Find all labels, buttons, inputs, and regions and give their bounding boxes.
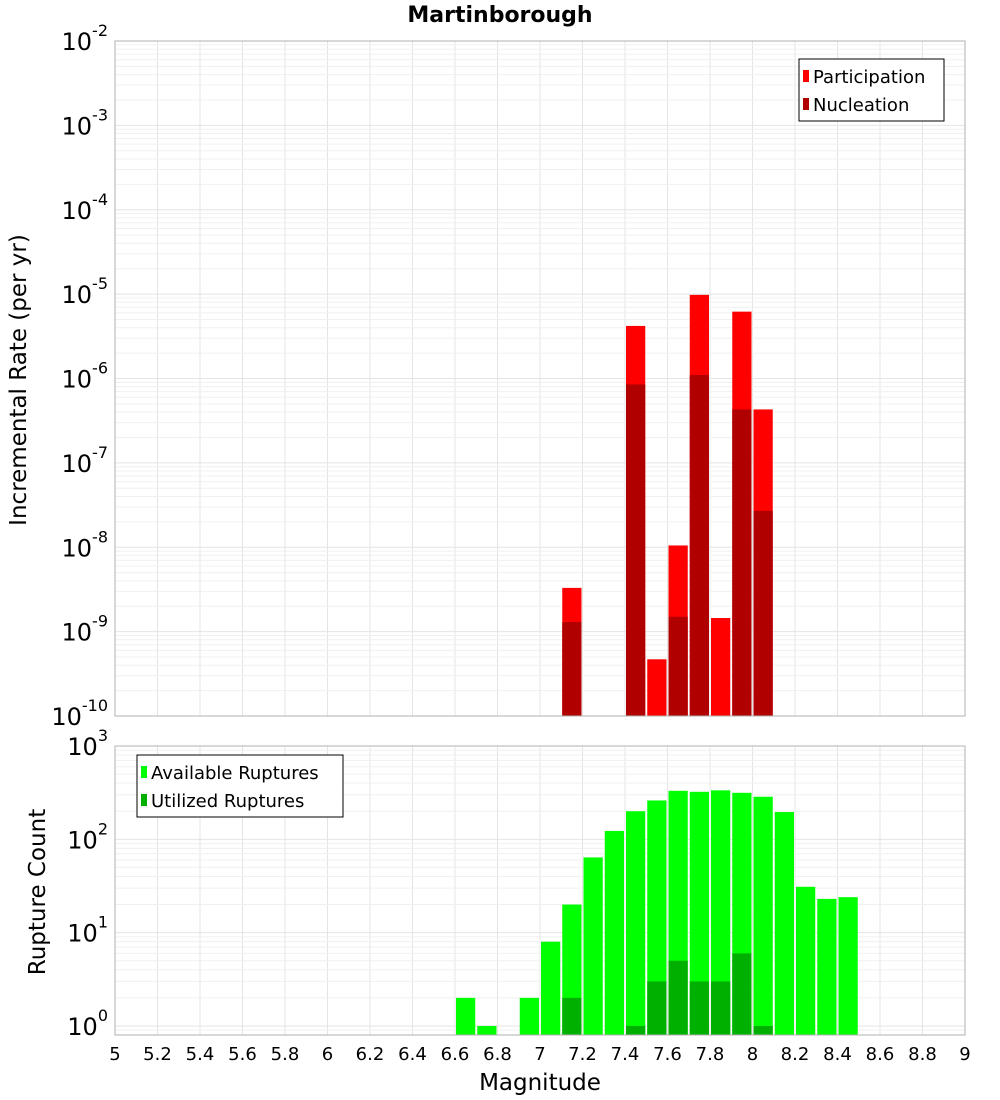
y-tick-label: 103 [67, 726, 108, 761]
bottom-plot-bars [456, 790, 858, 1035]
x-tick-label: 8 [747, 1044, 758, 1065]
legend-entry: Utilized Ruptures [151, 791, 304, 812]
bar-available-ruptures [689, 791, 709, 1035]
x-tick-label: 7.2 [568, 1044, 597, 1065]
x-tick-label: 7.8 [696, 1044, 725, 1065]
bottom-plot-frame [114, 745, 966, 1036]
x-tick-label: 7 [534, 1044, 545, 1065]
bar-utilized-ruptures [732, 953, 752, 1035]
x-tick-label: 8.2 [781, 1044, 810, 1065]
y-tick-label: 10-6 [62, 359, 109, 394]
top-legend: Participation Nucleation [798, 58, 945, 122]
x-tick-label: 5.2 [143, 1044, 172, 1065]
bar-nucleation [626, 384, 646, 716]
top-plot-grid [114, 41, 966, 717]
bar-available-ruptures [519, 997, 539, 1035]
bar-available-ruptures [711, 790, 731, 1035]
legend-entry: Nucleation [813, 95, 909, 116]
bar-nucleation [668, 616, 688, 716]
bar-nucleation [689, 375, 709, 716]
y-tick-label: 101 [67, 913, 108, 948]
legend-box [136, 754, 344, 818]
y-tick-label: 10-2 [62, 21, 109, 56]
bar-nucleation [732, 409, 752, 716]
legend-swatch [141, 766, 147, 778]
legend-entry: Participation [813, 67, 925, 88]
bar-nucleation [562, 622, 582, 716]
bar-utilized-ruptures [562, 997, 582, 1035]
bar-utilized-ruptures [668, 960, 688, 1035]
x-tick-label: 8.4 [823, 1044, 852, 1065]
top-plot-bars [562, 294, 773, 716]
y-tick-label: 10-8 [62, 527, 109, 562]
bar-available-ruptures [796, 886, 816, 1035]
y-tick-label: 10-10 [51, 696, 108, 731]
bottom-legend: Available Ruptures Utilized Ruptures [136, 754, 344, 818]
legend-swatch [803, 98, 809, 110]
bar-available-ruptures [817, 898, 837, 1035]
y-tick-label: 10-5 [62, 274, 109, 309]
x-tick-label: 5.4 [186, 1044, 215, 1065]
x-tick-label: 5 [109, 1044, 120, 1065]
x-tick-label: 7.6 [653, 1044, 682, 1065]
bar-utilized-ruptures [711, 981, 731, 1035]
x-tick-label: 5.8 [271, 1044, 300, 1065]
y-tick-label: 10-9 [62, 612, 109, 647]
x-tick-label: 8.6 [866, 1044, 895, 1065]
x-tick-label: 8.8 [908, 1044, 937, 1065]
bar-utilized-ruptures [647, 981, 667, 1035]
top-plot-frame [114, 40, 966, 717]
x-tick-label: 6.2 [356, 1044, 385, 1065]
y-tick-label: 10-7 [62, 443, 109, 478]
bottom-y-axis-label: Rupture Count [25, 809, 51, 975]
y-tick-label: 10-4 [62, 190, 109, 225]
legend-swatch [803, 70, 809, 82]
legend-entry: Available Ruptures [151, 763, 319, 784]
top-y-axis-label: Incremental Rate (per yr) [6, 234, 32, 526]
x-tick-label: 6 [322, 1044, 333, 1065]
bar-available-ruptures [604, 830, 624, 1035]
x-axis-label: Magnitude [479, 1070, 601, 1096]
bar-available-ruptures [774, 812, 794, 1035]
bottom-y-tick-labels: 103 102 101 100 [67, 726, 108, 1041]
bar-nucleation [753, 510, 773, 716]
x-tick-label: 5.6 [228, 1044, 257, 1065]
bar-utilized-ruptures [753, 1025, 773, 1035]
x-tick-label: 7.4 [611, 1044, 640, 1065]
bar-available-ruptures [477, 1025, 497, 1035]
bar-participation [711, 618, 731, 716]
bar-available-ruptures [583, 857, 603, 1035]
bar-available-ruptures [626, 811, 646, 1035]
x-tick-label: 6.4 [398, 1044, 427, 1065]
bar-available-ruptures [647, 800, 667, 1035]
x-tick-label: 6.8 [483, 1044, 512, 1065]
x-tick-label: 6.6 [441, 1044, 470, 1065]
legend-box [798, 58, 945, 122]
y-tick-label: 102 [67, 819, 108, 854]
bar-available-ruptures [456, 997, 476, 1035]
y-tick-label: 100 [67, 1006, 108, 1041]
x-tick-label: 9 [959, 1044, 970, 1065]
legend-swatch [141, 794, 147, 806]
bar-available-ruptures [838, 897, 858, 1035]
bar-utilized-ruptures [626, 1025, 646, 1035]
bar-participation [647, 659, 667, 716]
x-tick-labels: 5 5.2 5.4 5.6 5.8 6 6.2 6.4 6.6 6.8 7 7.2 7.4 7.6 7.8 8… [109, 1044, 970, 1065]
bar-available-ruptures [541, 941, 561, 1035]
bar-utilized-ruptures [689, 981, 709, 1035]
top-y-tick-labels: 10-2 10-3 10-4 10-5 10-6 10-7 10-8 10-9 10-10 [51, 21, 108, 731]
chart-title: Martinborough [407, 3, 592, 28]
bar-available-ruptures [753, 796, 773, 1035]
y-tick-label: 10-3 [62, 105, 109, 140]
